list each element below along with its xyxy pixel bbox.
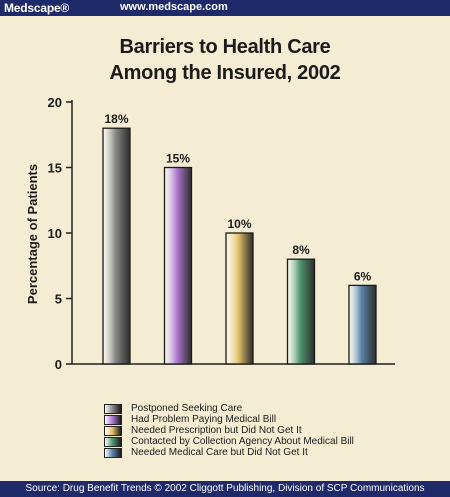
legend-swatch (104, 403, 122, 414)
bar (286, 258, 316, 365)
legend-swatch (104, 414, 122, 425)
header-bar: Medscape® www.medscape.com (0, 0, 450, 16)
bar (225, 232, 254, 365)
bar-value-label: 10% (227, 217, 251, 231)
legend-swatch (104, 425, 122, 436)
y-tick-label: 20 (48, 95, 62, 110)
legend-swatch (104, 447, 122, 458)
legend-label: Needed Prescription but Did Not Get It (131, 425, 302, 436)
y-axis-title: Percentage of Patients (25, 164, 40, 304)
legend-swatch (104, 436, 122, 447)
y-tick-label: 0 (55, 357, 62, 372)
bar-value-label: 18% (104, 112, 128, 126)
legend-item: Contacted by Collection Agency About Med… (104, 436, 354, 447)
bar (348, 284, 377, 365)
source-footer: Source: Drug Benefit Trends © 2002 Cligg… (0, 481, 450, 497)
legend-label: Had Problem Paying Medical Bill (131, 414, 277, 425)
chart-legend: Postponed Seeking Care Had Problem Paying… (104, 403, 354, 458)
bar-value-label: 8% (292, 243, 310, 257)
y-tick-label: 15 (48, 161, 62, 176)
chart-title-line2: Among the Insured, 2002 (109, 62, 341, 84)
legend-item: Had Problem Paying Medical Bill (104, 414, 354, 425)
legend-item: Needed Prescription but Did Not Get It (104, 425, 354, 436)
legend-label: Contacted by Collection Agency About Med… (131, 436, 354, 447)
bar-value-label: 6% (354, 269, 372, 283)
y-tick-label: 10 (48, 226, 62, 241)
y-tick-label: 5 (55, 292, 62, 307)
bar (102, 127, 131, 365)
chart-title-line1: Barriers to Health Care (119, 36, 331, 58)
legend-item: Postponed Seeking Care (104, 403, 354, 414)
chart-panel (0, 16, 450, 481)
legend-item: Needed Medical Care but Did Not Get It (104, 447, 354, 458)
legend-label: Postponed Seeking Care (131, 403, 243, 414)
bar-value-label: 15% (166, 152, 190, 166)
medscape-logo: Medscape® (4, 1, 70, 15)
bar (163, 166, 193, 365)
legend-label: Needed Medical Care but Did Not Get It (131, 447, 308, 458)
site-url[interactable]: www.medscape.com (120, 1, 228, 13)
